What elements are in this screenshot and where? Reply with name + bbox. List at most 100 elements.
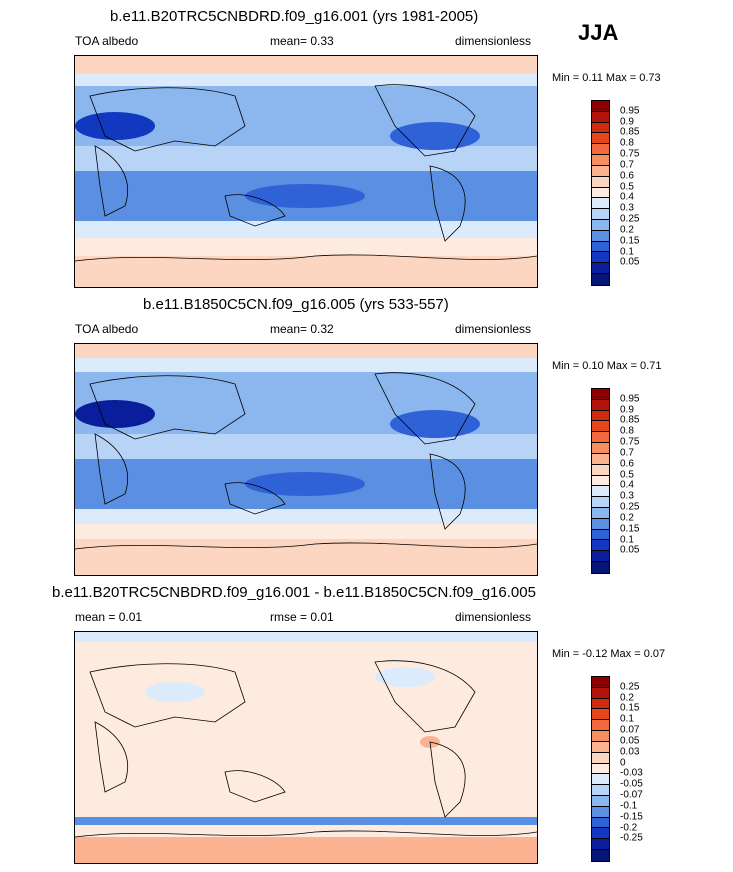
colorbar-tick-label: 0.05 xyxy=(620,256,640,268)
colorbar-tick-label: 0.05 xyxy=(620,735,640,747)
colorbar-swatch xyxy=(592,252,609,264)
panel-1-antarctica-coast xyxy=(75,254,537,262)
panel-1-units-label: dimensionless xyxy=(455,34,532,48)
colorbar-swatch xyxy=(592,497,609,508)
colorbar-tick-label: -0.15 xyxy=(620,811,643,823)
colorbar-tick-label: 0.25 xyxy=(620,501,640,513)
colorbar-tick-label: 0.2 xyxy=(620,224,634,236)
colorbar-swatch xyxy=(592,785,609,796)
colorbar-swatch xyxy=(592,230,609,242)
colorbar-tick-label: -0.1 xyxy=(620,800,638,812)
panel-2-colorbar xyxy=(591,388,610,574)
panel-2-south-pacific-low xyxy=(245,472,365,496)
colorbar-swatch xyxy=(592,839,609,850)
panel-1-mean-label: mean= 0.33 xyxy=(270,34,334,48)
colorbar-tick-label: 0 xyxy=(620,757,626,769)
colorbar-swatch xyxy=(592,709,609,721)
panel-1-sahara-low xyxy=(75,112,155,140)
panel-2-australia-coast xyxy=(224,482,286,515)
panel-2-eurasia-coast xyxy=(89,375,246,440)
colorbar-swatch xyxy=(592,540,609,552)
colorbar-tick-label: 0.05 xyxy=(620,544,640,556)
panel-3-title: b.e11.B20TRC5CNBDRD.f09_g16.001 - b.e11.… xyxy=(52,584,536,601)
panel-1-south-america-coast xyxy=(429,165,466,242)
colorbar-tick-label: 0.9 xyxy=(620,404,634,416)
panel-1-south-pacific-low xyxy=(245,184,365,208)
panel-3-antarctica-coast xyxy=(75,830,537,838)
colorbar-swatch xyxy=(592,486,609,498)
colorbar-swatch xyxy=(592,274,609,285)
panel-1-arctic-band xyxy=(75,56,537,74)
panel-3-eurasia-coast xyxy=(89,663,246,728)
panel-1-australia-coast xyxy=(224,194,286,227)
colorbar-tick-label: 0.25 xyxy=(620,681,640,693)
colorbar-tick-label: 0.15 xyxy=(620,702,640,714)
panel-2-atlantic-low xyxy=(390,410,480,438)
panel-3-background xyxy=(75,632,537,863)
colorbar-swatch xyxy=(592,551,609,562)
colorbar-tick-label: 0.1 xyxy=(620,534,634,546)
colorbar-tick-label: 0.85 xyxy=(620,126,640,138)
colorbar-tick-label: 0.5 xyxy=(620,181,634,193)
colorbar-swatch xyxy=(592,741,609,753)
colorbar-swatch xyxy=(592,144,609,156)
colorbar-swatch xyxy=(592,219,609,231)
panel-2-sahara-low xyxy=(75,400,155,428)
panel-2-mean-label: mean= 0.32 xyxy=(270,322,334,336)
panel-2-antarctic-band xyxy=(75,539,537,575)
colorbar-swatch xyxy=(592,795,609,807)
colorbar-tick-label: 0.8 xyxy=(620,425,634,437)
panel-1-title: b.e11.B20TRC5CNBDRD.f09_g16.001 (yrs 198… xyxy=(110,8,479,25)
colorbar-swatch xyxy=(592,850,609,861)
colorbar-tick-label: 0.4 xyxy=(620,191,634,203)
colorbar-swatch xyxy=(592,133,609,145)
colorbar-tick-label: -0.05 xyxy=(620,778,643,790)
colorbar-swatch xyxy=(592,111,609,123)
panel-2-units-label: dimensionless xyxy=(455,322,532,336)
panel-1-north-america-coast xyxy=(374,84,476,157)
colorbar-tick-label: 0.03 xyxy=(620,746,640,758)
colorbar-swatch xyxy=(592,399,609,411)
panel-1-southern-ocean-band xyxy=(75,238,537,256)
panel-1-africa-coast xyxy=(94,145,129,217)
panel-1-itcz-band xyxy=(75,146,537,171)
colorbar-swatch xyxy=(592,677,609,688)
colorbar-tick-label: 0.15 xyxy=(620,523,640,535)
colorbar-tick-label: 0.85 xyxy=(620,414,640,426)
colorbar-tick-label: 0.1 xyxy=(620,713,634,725)
colorbar-swatch xyxy=(592,687,609,699)
colorbar-tick-label: 0.9 xyxy=(620,116,634,128)
panel-2-north-america-coast xyxy=(374,372,476,445)
panel-1-minmax: Min = 0.11 Max = 0.73 xyxy=(552,72,661,84)
colorbar-swatch xyxy=(592,817,609,829)
colorbar-tick-label: 0.6 xyxy=(620,458,634,470)
panel-3-south-america-coast xyxy=(429,741,466,818)
colorbar-tick-label: 0.25 xyxy=(620,213,640,225)
panel-3-north-america-negative xyxy=(375,667,435,687)
panel-3-units-label: dimensionless xyxy=(455,610,532,624)
panel-2-africa-coast xyxy=(94,433,129,505)
colorbar-tick-label: 0.5 xyxy=(620,469,634,481)
panel-2-itcz-band xyxy=(75,434,537,459)
panel-2-southern-ocean-band xyxy=(75,524,537,539)
colorbar-swatch xyxy=(592,187,609,199)
colorbar-swatch xyxy=(592,209,609,220)
colorbar-swatch xyxy=(592,763,609,775)
panel-1-atlantic-low xyxy=(390,122,480,150)
colorbar-tick-label: 0.95 xyxy=(620,393,640,405)
colorbar-swatch xyxy=(592,241,609,253)
colorbar-swatch xyxy=(592,421,609,433)
colorbar-swatch xyxy=(592,774,609,786)
colorbar-swatch xyxy=(592,176,609,188)
colorbar-swatch xyxy=(592,698,609,710)
panel-3-mean-label: mean = 0.01 xyxy=(75,610,143,624)
panel-3-africa-coast xyxy=(94,721,129,793)
panel-2-arctic-band xyxy=(75,344,537,358)
colorbar-swatch xyxy=(592,263,609,274)
colorbar-swatch xyxy=(592,101,609,112)
colorbar-tick-label: 0.8 xyxy=(620,137,634,149)
colorbar-tick-label: 0.15 xyxy=(620,235,640,247)
colorbar-swatch xyxy=(592,475,609,487)
colorbar-tick-label: 0.6 xyxy=(620,170,634,182)
colorbar-swatch xyxy=(592,389,609,400)
